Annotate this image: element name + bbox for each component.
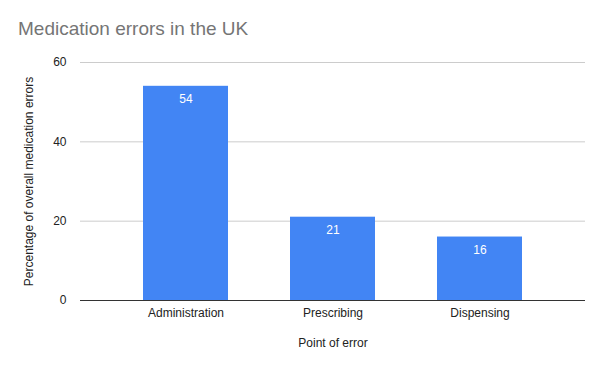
svg-text:40: 40 — [53, 135, 67, 149]
svg-text:Percentage of overall medicati: Percentage of overall medication errors — [22, 77, 36, 286]
svg-text:60: 60 — [53, 55, 67, 69]
svg-text:16: 16 — [473, 243, 487, 257]
html-text:Medication errors in the UK: Medication errors in the UK — [18, 18, 249, 39]
svg-text:Administration: Administration — [148, 306, 224, 320]
svg-text:Dispensing: Dispensing — [450, 306, 509, 320]
svg-text:Point of error: Point of error — [298, 336, 367, 350]
svg-text:21: 21 — [326, 223, 340, 237]
svg-text:54: 54 — [179, 92, 193, 106]
svg-text:20: 20 — [53, 214, 67, 228]
svg-text:Prescribing: Prescribing — [303, 306, 363, 320]
svg-text:0: 0 — [60, 293, 67, 307]
